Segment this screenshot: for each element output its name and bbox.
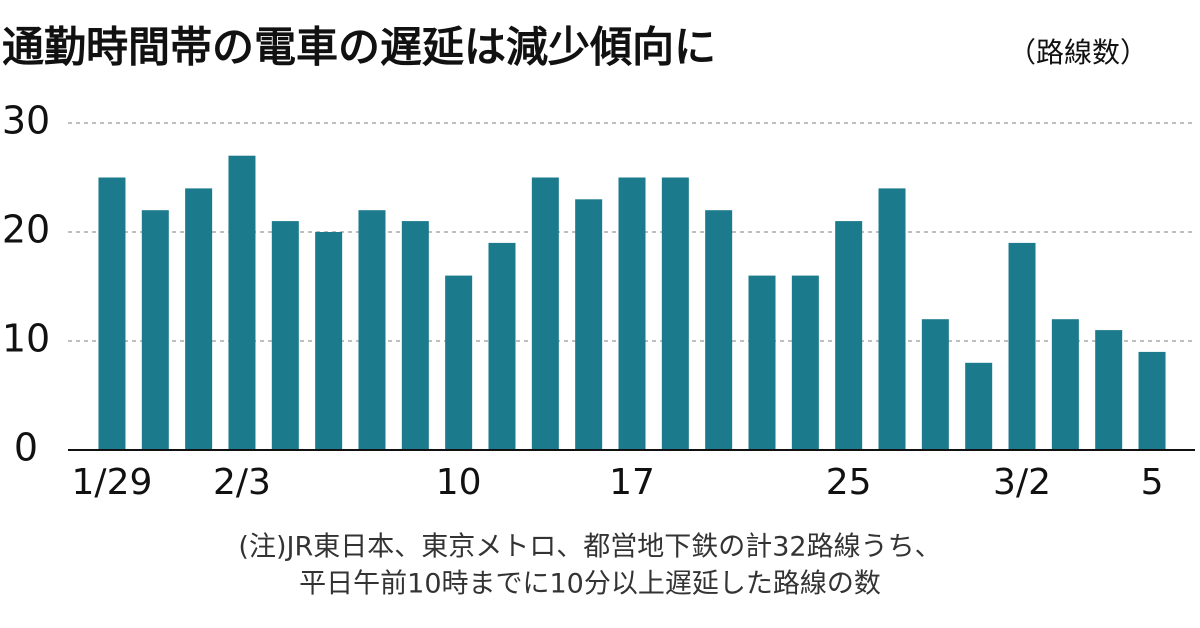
note-line: (注)JR東日本、東京メトロ、都営地下鉄の計32路線うち、	[238, 532, 941, 563]
x-tick-label: 17	[609, 462, 655, 503]
bar	[98, 177, 126, 450]
bar	[358, 210, 386, 450]
x-tick-label: 2/3	[213, 462, 271, 503]
y-tick-label: 10	[2, 317, 50, 361]
chart-title: 通勤時間帯の電車の遅延は減少傾向に	[2, 23, 716, 72]
y-tick-label: 30	[2, 99, 50, 143]
bar	[618, 177, 646, 450]
x-tick-label: 1/29	[72, 462, 153, 503]
bar	[575, 199, 603, 450]
bar	[445, 275, 473, 450]
y-tick-label: 20	[2, 208, 50, 252]
note-line: 平日午前10時までに10分以上遅延した路線の数	[299, 569, 881, 600]
x-tick-label: 10	[436, 462, 482, 503]
bar	[488, 242, 516, 450]
bar	[791, 275, 819, 450]
bar	[141, 210, 169, 450]
bar	[531, 177, 559, 450]
bar	[228, 155, 256, 450]
bar	[661, 177, 689, 450]
bar	[921, 319, 949, 450]
x-tick-label: 3/2	[993, 462, 1051, 503]
bar	[835, 221, 863, 450]
bar	[1051, 319, 1079, 450]
bar	[878, 188, 906, 450]
bar	[401, 221, 429, 450]
y-tick-label: 0	[14, 426, 38, 470]
bar	[1095, 330, 1123, 450]
bar	[1008, 242, 1036, 450]
chart-subtitle: （路線数）	[1008, 36, 1148, 69]
x-tick-label: 5	[1141, 462, 1164, 503]
bar	[185, 188, 213, 450]
bar	[748, 275, 776, 450]
bar	[1138, 351, 1166, 450]
bar	[315, 232, 343, 450]
bar	[271, 221, 299, 450]
bar	[965, 362, 993, 450]
x-tick-label: 25	[826, 462, 872, 503]
bar	[705, 210, 733, 450]
